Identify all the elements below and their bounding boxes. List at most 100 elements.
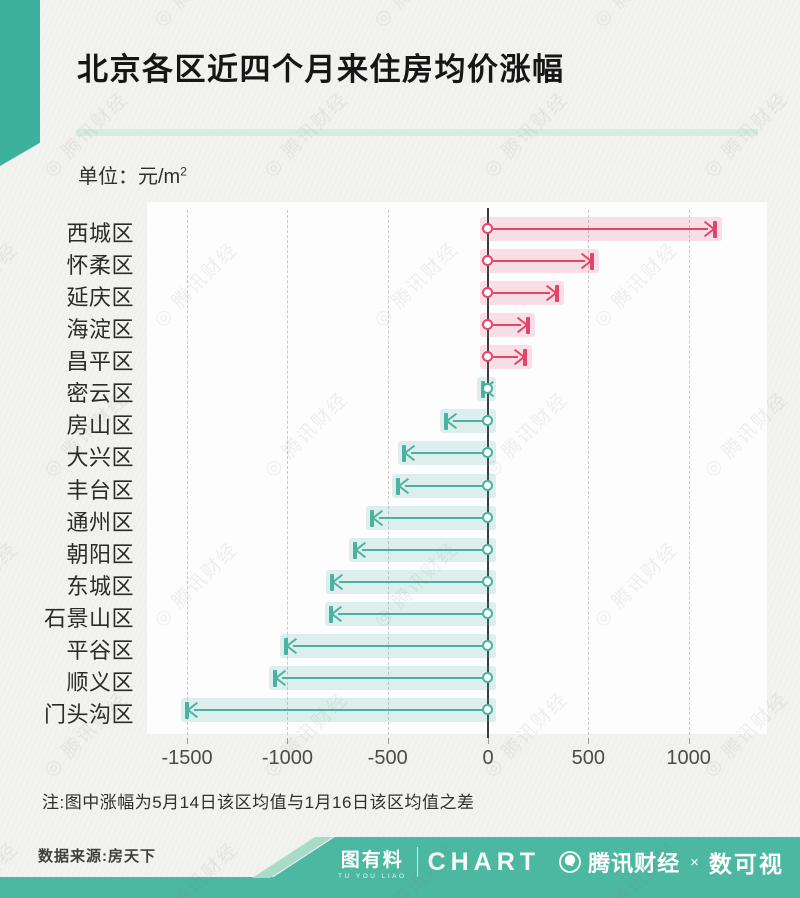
district-label: 平谷区	[66, 638, 134, 663]
tuyouliao-logo: 图有料 TU YOU LIAO	[338, 845, 407, 880]
district-label: 通州区	[66, 510, 134, 535]
district-label: 顺义区	[66, 670, 134, 695]
arrow-origin-circle	[482, 480, 493, 491]
arrow-shaft	[293, 645, 483, 647]
gridline	[287, 210, 289, 735]
arrow-origin-circle	[482, 672, 493, 683]
unit-superscript: 2	[180, 164, 187, 179]
arrow-shaft	[493, 292, 551, 294]
unit-label: 单位：元/m2	[78, 160, 187, 189]
data-source: 数据来源:房天下	[38, 848, 156, 865]
arrow-tip-bar	[328, 606, 333, 623]
district-label: 朝阳区	[66, 542, 134, 567]
axis-tick	[688, 738, 690, 744]
arrow-shaft	[194, 709, 483, 711]
unit-text: 单位：元/m	[78, 166, 181, 188]
arrow-tip-bar	[523, 349, 528, 366]
arrow-tip-bar	[369, 510, 374, 527]
axis-tick-label: -1500	[161, 747, 213, 769]
arrow-tip-bar	[395, 478, 400, 495]
district-label: 怀柔区	[66, 253, 134, 278]
arrow-origin-circle	[482, 415, 493, 426]
page-title: 北京各区近四个月来住房均价涨幅	[77, 52, 565, 87]
arrow-shaft	[378, 517, 483, 519]
arrow-tip-bar	[555, 285, 560, 302]
arrow-origin-circle	[482, 223, 493, 234]
arrow-origin-circle	[482, 512, 493, 523]
district-label: 大兴区	[66, 445, 134, 470]
arrow-shaft	[282, 677, 483, 679]
footer-brands: 图有料 TU YOU LIAO CHART 腾讯财经 × 数可视	[338, 839, 796, 885]
arrow-shaft	[361, 549, 483, 551]
axis-tick	[187, 738, 189, 744]
arrow-shaft	[410, 452, 483, 454]
district-label: 门头沟区	[43, 702, 134, 727]
arrow-tip-bar	[712, 221, 717, 238]
district-label: 丰台区	[66, 478, 134, 503]
axis-tick-label: -500	[367, 747, 408, 769]
district-label: 东城区	[66, 574, 134, 599]
arrow-shaft	[337, 613, 483, 615]
gridline	[387, 210, 389, 735]
zero-line	[487, 208, 489, 738]
collab-x-icon: ×	[690, 853, 699, 871]
arrow-tip-bar	[329, 574, 334, 591]
district-label: 房山区	[66, 413, 134, 438]
tencent-finance-icon	[559, 851, 581, 873]
arrow-tip-bar	[185, 702, 190, 719]
axis-tick-label: 1000	[666, 747, 711, 769]
district-label: 延庆区	[66, 285, 134, 310]
arrow-tip-bar	[401, 445, 406, 462]
arrow-origin-circle	[482, 640, 493, 651]
tencent-finance-logo: 腾讯财经	[588, 851, 681, 876]
axis-tick	[387, 738, 389, 744]
district-label: 西城区	[66, 221, 134, 246]
arrow-origin-circle	[482, 351, 493, 362]
axis-tick-label: 0	[482, 747, 494, 769]
arrow-shaft	[493, 356, 519, 358]
arrow-origin-circle	[482, 287, 493, 298]
arrow-shaft	[338, 581, 483, 583]
arrow-origin-circle	[482, 576, 493, 587]
arrow-shaft	[404, 485, 483, 487]
arrow-origin-circle	[482, 447, 493, 458]
arrow-tip-bar	[590, 253, 595, 270]
district-label: 密云区	[66, 381, 134, 406]
arrow-shaft	[493, 324, 522, 326]
arrow-shaft	[452, 420, 483, 422]
arrow-tip-bar	[443, 413, 448, 430]
district-label: 昌平区	[66, 349, 134, 374]
accent-ribbon	[0, 0, 40, 166]
axis-tick	[488, 738, 489, 744]
axis-tick	[588, 738, 590, 744]
arrow-shaft	[493, 228, 708, 230]
title-underline	[76, 129, 758, 136]
logo-divider	[416, 847, 418, 877]
district-label: 石景山区	[43, 606, 134, 631]
footnote: 注:图中涨幅为5月14日该区均值与1月16日该区均值之差	[42, 793, 475, 812]
arrow-origin-circle	[482, 544, 493, 555]
arrow-shaft	[493, 260, 586, 262]
axis-tick	[287, 738, 289, 744]
gridline	[187, 210, 189, 735]
shukeshi-logo: 数可视	[708, 851, 784, 877]
arrow-tip-bar	[284, 638, 289, 655]
arrow-tip-bar	[526, 317, 531, 334]
arrow-origin-circle	[482, 319, 493, 330]
axis-tick-label: -1000	[261, 747, 313, 769]
gridline	[688, 210, 690, 735]
tuyouliao-logo-subtext: TU YOU LIAO	[338, 872, 407, 880]
footer-bar	[0, 877, 800, 898]
tuyouliao-logo-text: 图有料	[340, 849, 404, 871]
chart-logo: CHART	[427, 847, 541, 876]
arrow-tip-bar	[352, 542, 357, 559]
arrow-origin-circle	[482, 704, 493, 715]
arrow-tip-bar	[273, 670, 278, 687]
arrow-origin-circle	[482, 255, 493, 266]
axis-tick-label: 500	[571, 747, 605, 769]
arrow-origin-circle	[482, 608, 493, 619]
footer-panel	[272, 837, 800, 878]
district-label: 海淀区	[66, 317, 134, 342]
